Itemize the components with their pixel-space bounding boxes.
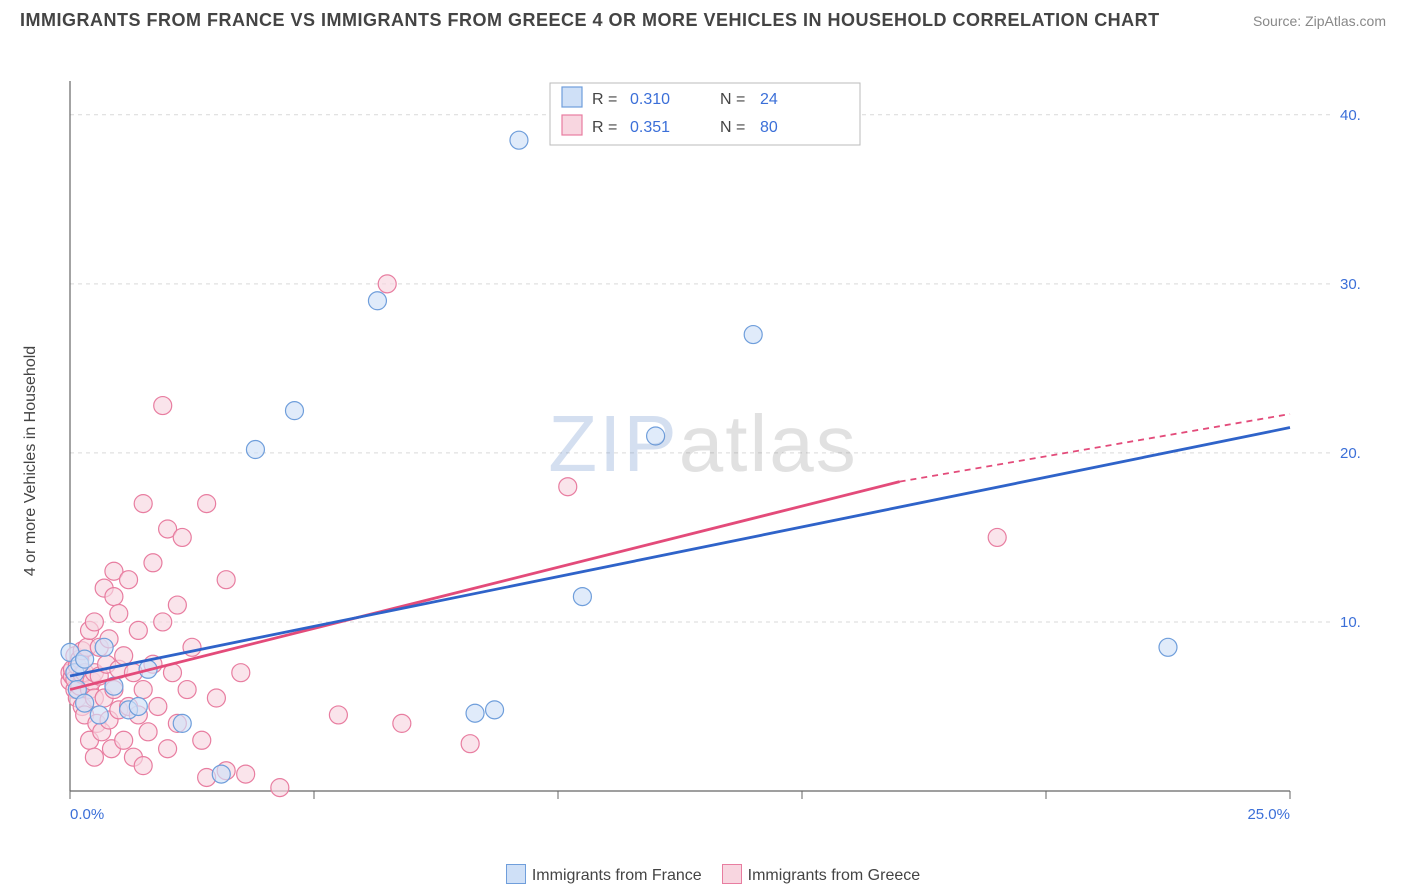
trend-line	[70, 428, 1290, 677]
data-point	[144, 554, 162, 572]
data-point	[178, 681, 196, 699]
data-point	[510, 131, 528, 149]
legend-n-value: 24	[760, 91, 778, 108]
data-point	[744, 326, 762, 344]
data-point	[168, 596, 186, 614]
legend-swatch	[562, 115, 582, 135]
x-tick-label: 0.0%	[70, 806, 104, 823]
legend-swatch	[722, 864, 742, 884]
data-point	[134, 757, 152, 775]
data-point	[647, 427, 665, 445]
legend-r-label: R =	[592, 119, 617, 136]
y-tick-label: 10.0%	[1340, 614, 1360, 631]
scatter-plot: 10.0% 20.0% 30.0% 40.0% 0.0% 25.0% R = 0.310 N =…	[60, 71, 1360, 841]
y-tick-label: 30.0%	[1340, 276, 1360, 293]
data-point	[173, 528, 191, 546]
legend-n-label: N =	[720, 91, 745, 108]
data-point	[85, 613, 103, 631]
data-point	[988, 528, 1006, 546]
data-point	[76, 650, 94, 668]
data-point	[466, 704, 484, 722]
data-point	[232, 664, 250, 682]
data-point	[76, 694, 94, 712]
legend-r-value: 0.310	[630, 91, 670, 108]
data-point	[378, 275, 396, 293]
bottom-legend: Immigrants from France Immigrants from Gr…	[0, 864, 1406, 885]
data-point	[271, 779, 289, 797]
data-point	[461, 735, 479, 753]
data-point	[159, 740, 177, 758]
legend-swatch	[562, 87, 582, 107]
legend-label: Immigrants from France	[532, 867, 702, 884]
y-tick-label: 20.0%	[1340, 445, 1360, 462]
data-point	[285, 402, 303, 420]
legend-swatch	[506, 864, 526, 884]
data-point	[237, 765, 255, 783]
data-point	[134, 495, 152, 513]
data-point	[149, 697, 167, 715]
data-point	[129, 621, 147, 639]
data-point	[139, 723, 157, 741]
data-point	[573, 588, 591, 606]
data-point	[368, 292, 386, 310]
data-point	[154, 397, 172, 415]
data-point	[173, 714, 191, 732]
data-point	[198, 495, 216, 513]
data-point	[559, 478, 577, 496]
data-point	[120, 571, 138, 589]
data-point	[115, 647, 133, 665]
data-point	[486, 701, 504, 719]
legend-n-label: N =	[720, 119, 745, 136]
chart-title: IMMIGRANTS FROM FRANCE VS IMMIGRANTS FRO…	[20, 10, 1160, 31]
data-point	[110, 605, 128, 623]
data-point	[212, 765, 230, 783]
data-point	[95, 638, 113, 656]
data-point	[393, 714, 411, 732]
data-point	[85, 748, 103, 766]
data-point	[90, 706, 108, 724]
data-point	[246, 441, 264, 459]
data-point	[129, 697, 147, 715]
source-label: Source: ZipAtlas.com	[1253, 13, 1386, 29]
data-point	[193, 731, 211, 749]
legend-label: Immigrants from Greece	[748, 867, 920, 884]
trend-line-ext	[900, 414, 1290, 482]
trend-line	[70, 482, 900, 690]
data-point	[329, 706, 347, 724]
data-point	[115, 731, 133, 749]
data-point	[154, 613, 172, 631]
y-tick-label: 40.0%	[1340, 107, 1360, 124]
data-point	[207, 689, 225, 707]
chart-area: 4 or more Vehicles in Household 10.0% 20.…	[0, 31, 1406, 891]
x-tick-label: 25.0%	[1247, 806, 1290, 823]
legend-n-value: 80	[760, 119, 778, 136]
y-axis-label: 4 or more Vehicles in Household	[22, 346, 40, 576]
data-point	[134, 681, 152, 699]
data-point	[217, 571, 235, 589]
data-point	[1159, 638, 1177, 656]
legend-r-value: 0.351	[630, 119, 670, 136]
data-point	[105, 588, 123, 606]
legend-r-label: R =	[592, 91, 617, 108]
